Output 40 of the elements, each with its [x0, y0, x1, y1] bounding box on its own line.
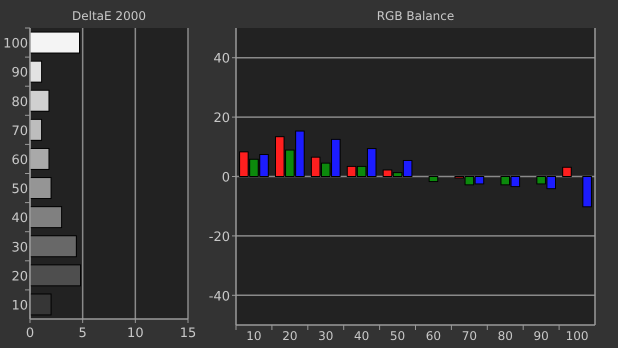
- y-tick-label: 40: [11, 211, 28, 226]
- x-tick-label: 15: [180, 326, 196, 341]
- bar: [30, 32, 80, 54]
- x-tick-label: 100: [566, 329, 589, 343]
- y-tick-label: 60: [11, 152, 28, 168]
- x-tick-label: 70: [462, 329, 477, 343]
- x-tick-label: 80: [498, 329, 513, 343]
- y-tick-label: 20: [11, 269, 28, 284]
- y-tick-label: 90: [11, 66, 28, 81]
- x-tick-label: 30: [318, 329, 334, 343]
- x-tick-label: 40: [354, 329, 370, 343]
- chart-title: DeltaE 2000: [72, 9, 146, 23]
- y-tick-label: 0: [222, 170, 230, 186]
- x-tick-label: 20: [282, 329, 298, 343]
- bar: [30, 90, 50, 112]
- y-tick-label: 100: [3, 36, 28, 52]
- x-tick-label: 10: [127, 326, 144, 341]
- x-tick-label: 50: [390, 329, 406, 343]
- y-tick-label: 20: [213, 111, 230, 126]
- y-tick-label: 10: [11, 298, 28, 314]
- bar: [30, 235, 77, 258]
- x-tick-label: 60: [426, 329, 442, 343]
- x-tick-label: 5: [78, 326, 87, 341]
- y-tick-label: 40: [213, 52, 230, 67]
- bar: [582, 176, 592, 208]
- bar: [30, 293, 52, 316]
- x-tick-label: 10: [246, 329, 262, 343]
- y-tick-label: 80: [11, 94, 28, 110]
- bar: [30, 206, 62, 228]
- bar: [562, 166, 572, 177]
- y-tick-label: -20: [208, 230, 230, 245]
- y-tick-label: 30: [11, 240, 28, 256]
- y-tick-label: -40: [208, 289, 230, 304]
- bar: [30, 264, 82, 286]
- x-tick-label: 90: [534, 329, 549, 343]
- y-tick-label: 70: [11, 124, 28, 139]
- y-tick-label: 50: [11, 182, 28, 198]
- bar: [428, 176, 438, 182]
- chart-title: RGB Balance: [376, 9, 454, 23]
- bar: [30, 148, 50, 170]
